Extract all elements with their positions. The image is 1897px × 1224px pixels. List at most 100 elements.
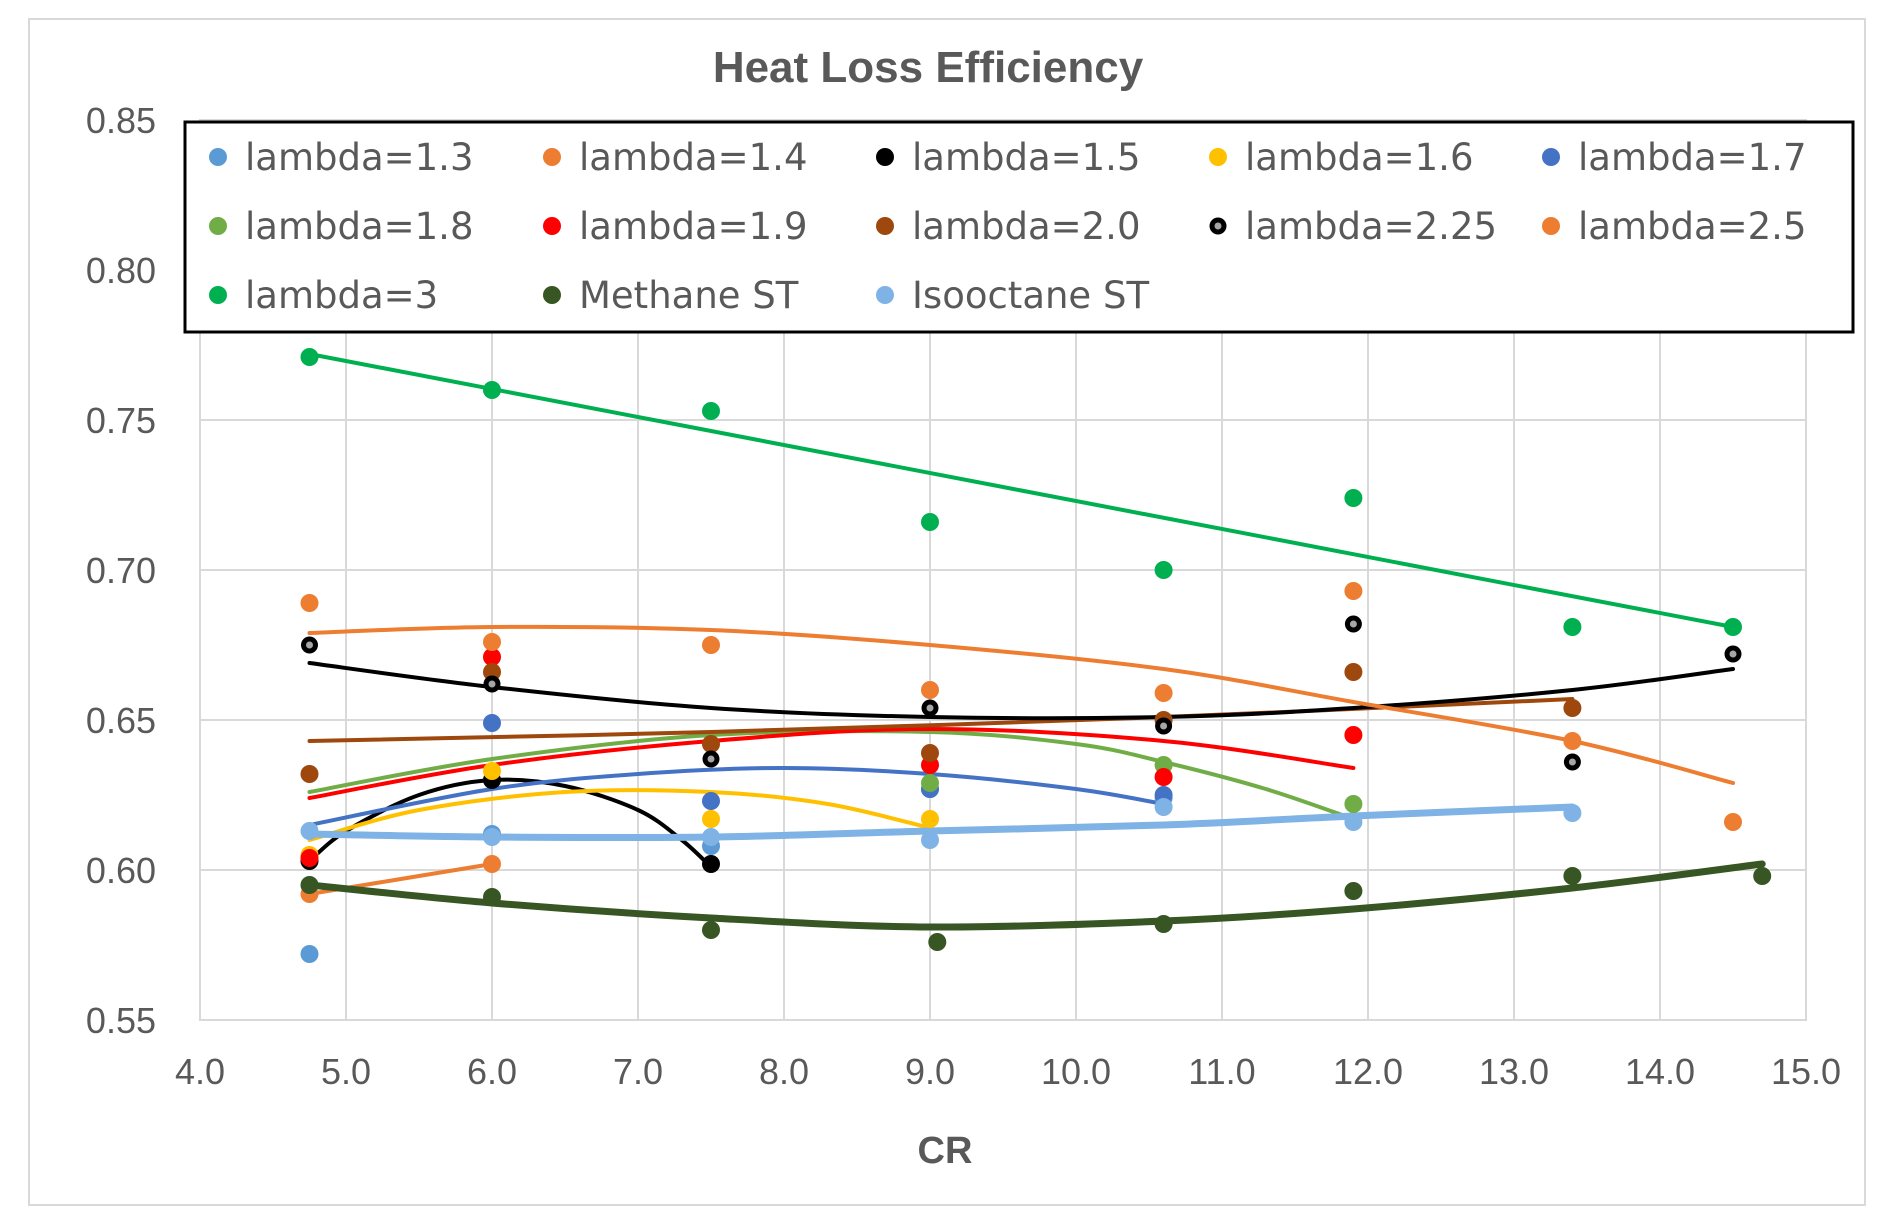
point-isooctane-st [702,828,720,846]
point-lambda-1-4 [483,855,501,873]
y-tick-label: 0.85 [86,100,156,141]
point-lambda-3 [1563,618,1582,636]
point-isooctane-st [300,822,319,840]
data-points [300,348,1772,963]
legend-marker-lambda-1-7 [1542,148,1560,166]
y-tick-label: 0.70 [86,550,156,591]
point-lambda-3 [921,513,939,531]
legend-label-lambda-1-6: lambda=1.6 [1245,136,1474,179]
x-tick-label: 14.0 [1625,1051,1695,1092]
x-tick-label: 13.0 [1479,1051,1549,1092]
point-center-lambda-2-25 [306,641,313,649]
point-isooctane-st [483,828,501,846]
trendline-lambda-1-9 [307,726,1356,800]
legend-label-methane-st: Methane ST [579,274,799,317]
point-center-lambda-2-25 [1160,722,1168,730]
point-methane-st [702,921,720,939]
axes: 4.0 5.0 6.0 7.0 8.0 9.0 10.0 11.0 12.0 13.0 14.0 15… [86,100,1841,1092]
point-lambda-2-0 [1344,663,1363,681]
point-lambda-2-0 [702,735,720,753]
x-tick-label: 8.0 [759,1051,809,1092]
point-lambda-1-6 [921,810,939,828]
point-isooctane-st [1154,798,1173,816]
chart-title: Heat Loss Efficiency [713,43,1144,92]
y-tick-label: 0.80 [86,250,156,291]
legend-label-isooctane-st: Isooctane ST [912,274,1149,317]
point-methane-st [1154,915,1173,933]
point-lambda-2-5 [1154,684,1173,702]
point-lambda-2-5 [921,681,939,699]
trendline-lambda-1-8 [307,729,1356,821]
legend-label-lambda-1-5: lambda=1.5 [912,136,1141,179]
legend-marker-center-lambda-2-25 [1214,222,1222,230]
point-center-lambda-2-25 [1729,650,1737,658]
point-lambda-2-5 [1563,732,1582,750]
legend-marker-lambda-1-5 [876,148,894,166]
point-center-lambda-2-25 [488,680,496,688]
point-lambda-3 [483,381,501,399]
legend-label-lambda-1-8: lambda=1.8 [245,205,474,248]
point-center-lambda-2-25 [707,755,715,763]
legend-marker-isooctane-st [876,286,894,304]
trendline-lambda-3 [307,352,1735,629]
legend-marker-lambda-1-8 [209,217,227,235]
point-isooctane-st [1344,813,1363,831]
x-tick-label: 15.0 [1771,1051,1841,1092]
point-isooctane-st [921,831,939,849]
point-methane-st [928,933,947,951]
legend-marker-lambda-3 [209,286,227,304]
y-tick-label: 0.75 [86,400,156,441]
legend-marker-methane-st [543,286,561,304]
point-methane-st [1563,867,1582,885]
legend-label-lambda-2-25: lambda=2.25 [1245,205,1497,248]
point-lambda-1-8 [921,774,939,792]
x-axis-label: CR [918,1130,973,1172]
legend-label-lambda-1-9: lambda=1.9 [579,205,808,248]
point-lambda-2-5 [1344,582,1363,600]
point-lambda-3 [702,402,720,420]
point-lambda-2-5 [1724,813,1742,831]
point-lambda-3 [1344,489,1363,507]
point-lambda-2-0 [921,744,939,762]
legend-marker-lambda-2-0 [876,217,894,235]
point-lambda-1-8 [1344,795,1363,813]
trendline-lambda-2-5 [307,624,1735,785]
point-lambda-1-9 [483,648,501,666]
point-lambda-1-6 [483,762,501,780]
point-methane-st [1753,867,1772,885]
point-lambda-1-3 [300,945,319,963]
legend-label-lambda-3: lambda=3 [245,274,438,317]
point-lambda-2-0 [1563,699,1582,717]
point-lambda-3 [300,348,319,366]
legend-box [183,120,1855,334]
point-lambda-2-0 [300,765,319,783]
trendline-methane-st [306,860,1766,931]
legend-marker-lambda-1-6 [1209,148,1227,166]
point-lambda-2-0 [483,663,501,681]
point-center-lambda-2-25 [1568,758,1576,766]
y-tick-label: 0.60 [86,850,156,891]
trendline-lambda-2-25 [307,661,1735,721]
trendline-lambda-1-4 [307,862,494,896]
legend-label-lambda-1-3: lambda=1.3 [245,136,474,179]
legend-label-lambda-2-0: lambda=2.0 [912,205,1141,248]
trendline-lambda-1-7 [307,765,1166,827]
x-tick-label: 7.0 [613,1051,663,1092]
point-methane-st [483,888,501,906]
point-methane-st [300,876,319,894]
legend-label-lambda-1-7: lambda=1.7 [1578,136,1807,179]
legend: lambda=1.3 lambda=1.4 lambda=1.5 lambda=1.6… [183,120,1855,334]
point-lambda-1-5 [702,855,720,873]
point-lambda-3 [1724,618,1742,636]
x-tick-label: 5.0 [321,1051,371,1092]
x-tick-label: 10.0 [1041,1051,1111,1092]
x-tick-label: 11.0 [1188,1051,1255,1092]
legend-marker-lambda-1-9 [543,217,561,235]
point-lambda-1-9 [1344,726,1363,744]
point-lambda-1-7 [483,714,501,732]
legend-marker-lambda-1-3 [209,148,227,166]
x-tick-label: 4.0 [175,1051,225,1092]
y-tick-label: 0.65 [86,700,156,741]
point-lambda-1-6 [702,810,720,828]
